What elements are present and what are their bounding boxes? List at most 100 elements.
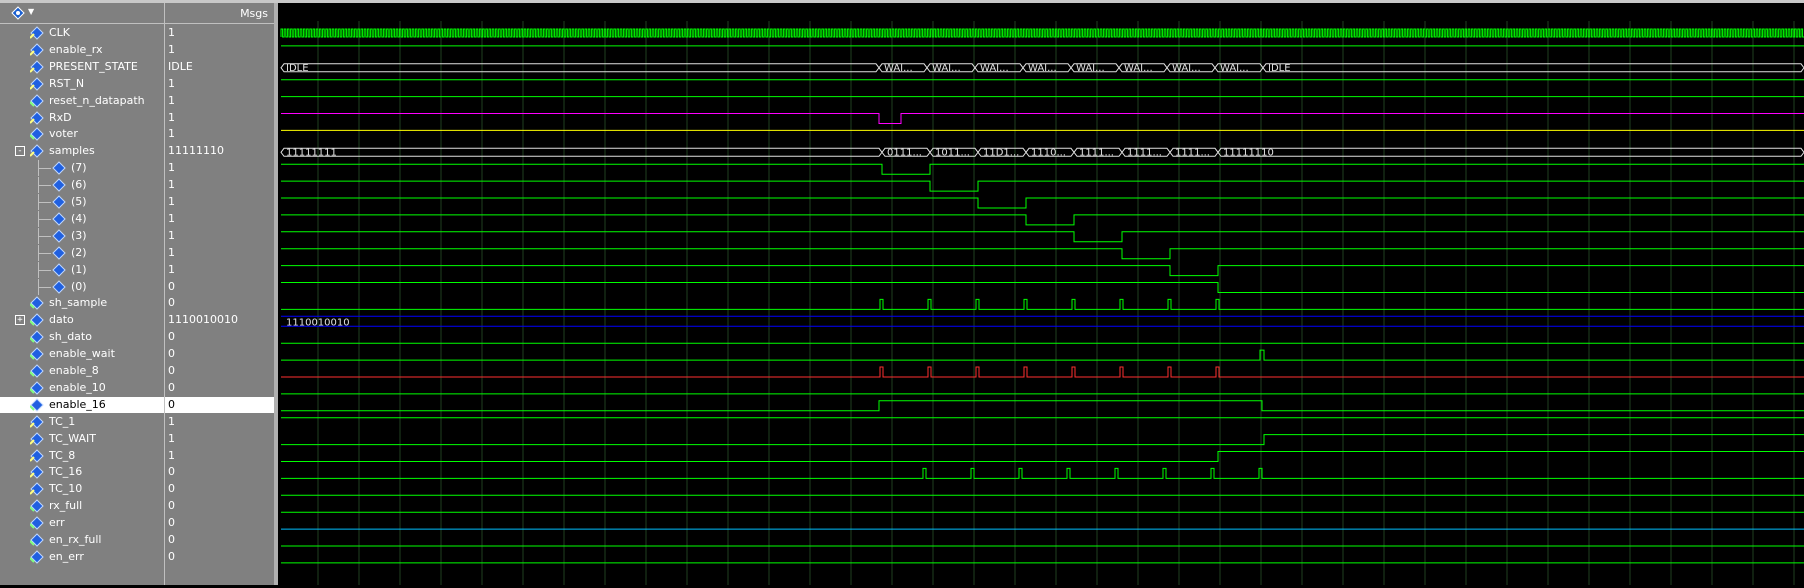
signal-value[interactable]: 0 (168, 533, 175, 546)
signal-row-rxd[interactable]: RxD (0, 110, 164, 126)
state-label: WAI... (980, 63, 1009, 74)
samples-label: 1111... (1127, 147, 1162, 158)
signal-value[interactable]: 0 (168, 516, 175, 530)
expand-icon[interactable]: + (15, 315, 25, 326)
signal-row-tc_10[interactable]: TC_10 (0, 481, 164, 497)
signal-row-voter[interactable]: voter (0, 126, 164, 142)
sample-bit-wave (281, 282, 1804, 293)
signal-value[interactable]: 1 (168, 414, 175, 428)
signal-value[interactable]: 1110010010 (168, 313, 238, 327)
signal-value[interactable]: 0 (168, 465, 175, 479)
waveform-tool-icon[interactable] (10, 6, 26, 20)
signal-name-label: enable_10 (49, 380, 106, 394)
enable-wait-wave (281, 349, 1804, 361)
signal-row-bit3bit[interactable]: (3) (0, 227, 164, 244)
signal-row-en_rx_full[interactable]: en_rx_full (0, 532, 164, 548)
signal-row-enable_16[interactable]: enable_16 (0, 396, 164, 413)
signal-value[interactable]: 1 (168, 245, 175, 259)
state-label: IDLE (286, 63, 309, 74)
signal-name-label: (5) (71, 195, 87, 208)
signal-out-icon (29, 347, 44, 361)
signal-out-icon (29, 550, 44, 564)
samples-label: 1111... (1079, 147, 1114, 158)
signal-value[interactable]: 1 (168, 76, 175, 90)
msgs-label: Msgs (240, 7, 268, 20)
signal-row-tc_16[interactable]: TC_16 (0, 464, 164, 480)
waveform-pane[interactable]: IDLE WAI... WAI... WAI... WAI... WAI... WAI...… (278, 3, 1804, 585)
signal-value[interactable]: 0 (168, 364, 175, 377)
signal-sub-icon (52, 212, 66, 226)
signal-value[interactable]: 1 (168, 110, 175, 124)
state-segment (1262, 63, 1804, 73)
signal-row-tc_wait[interactable]: TC_WAIT (0, 431, 164, 447)
samples-label: 11111111 (286, 147, 337, 158)
signal-row-rx_full[interactable]: rx_full (0, 498, 164, 514)
signal-value[interactable]: 1 (168, 26, 175, 39)
signal-row-tc_1[interactable]: TC_1 (0, 414, 164, 430)
signal-value[interactable]: 1 (168, 42, 175, 56)
tree-connector (38, 227, 53, 244)
signal-value[interactable]: 0 (168, 549, 175, 563)
signal-name-label: (2) (71, 245, 87, 259)
signal-row-enable_8[interactable]: enable_8 (0, 363, 164, 379)
signal-row-bit4bit[interactable]: (4) (0, 210, 164, 227)
signal-row-tc_8[interactable]: TC_8 (0, 448, 164, 464)
signal-value[interactable]: IDLE (168, 59, 193, 73)
waveform-canvas[interactable]: IDLE WAI... WAI... WAI... WAI... WAI... WAI...… (278, 3, 1804, 585)
signal-value[interactable]: 0 (165, 396, 274, 413)
sh-sample-wave (281, 298, 1804, 310)
signal-row-samples[interactable]: - samples (0, 143, 164, 159)
signal-value[interactable]: 1 (168, 448, 175, 462)
signal-row-bit6bit[interactable]: (6) (0, 177, 164, 194)
collapse-icon[interactable]: - (15, 146, 25, 157)
signal-value[interactable]: 0 (168, 499, 175, 513)
signal-row-bit1bit[interactable]: (1) (0, 261, 164, 278)
signal-value[interactable]: 0 (168, 296, 175, 310)
signal-row-enable_rx[interactable]: enable_rx (0, 42, 164, 58)
signal-name-label: en_err (49, 549, 84, 563)
signal-row-err[interactable]: err (0, 515, 164, 531)
signal-value[interactable]: 1 (168, 127, 175, 141)
signal-value[interactable]: 0 (168, 380, 175, 394)
signal-value[interactable]: 0 (168, 330, 175, 344)
signal-row-bit5bit[interactable]: (5) (0, 194, 164, 210)
signal-row-en_err[interactable]: en_err (0, 549, 164, 565)
signal-names-pane[interactable]: ▼ CLK enable_rx PRESENT_STATE RST_N reset_n_… (0, 3, 165, 585)
signal-value[interactable]: 1 (168, 262, 175, 276)
signal-in-icon (29, 465, 44, 480)
signal-value[interactable]: 1 (168, 431, 175, 445)
signal-value[interactable]: 11111110 (168, 144, 224, 158)
chevron-down-icon[interactable]: ▼ (28, 7, 35, 16)
signal-value[interactable]: 1 (168, 178, 175, 192)
state-label: WAI... (1220, 63, 1249, 74)
signal-name-label: TC_10 (49, 482, 83, 496)
signal-row-clk[interactable]: CLK (0, 25, 164, 41)
signal-value[interactable]: 1 (168, 93, 175, 107)
signal-row-present_state[interactable]: PRESENT_STATE (0, 59, 164, 75)
signal-row-bit7bit[interactable]: (7) (0, 160, 164, 177)
signal-row-sh_sample[interactable]: sh_sample (0, 295, 164, 311)
signal-row-sh_dato[interactable]: sh_dato (0, 329, 164, 345)
signal-row-reset_n_datapath[interactable]: reset_n_datapath (0, 93, 164, 109)
signal-row-enable_wait[interactable]: enable_wait (0, 346, 164, 362)
signal-value[interactable]: 0 (168, 482, 175, 496)
signal-value[interactable]: 0 (168, 347, 175, 361)
signal-row-bit2bit[interactable]: (2) (0, 244, 164, 261)
signal-value[interactable]: 0 (168, 279, 175, 293)
signal-value[interactable]: 1 (168, 195, 175, 208)
signal-value[interactable]: 1 (168, 161, 175, 175)
signal-row-dato[interactable]: + dato (0, 312, 164, 328)
signal-name-label: TC_16 (49, 465, 83, 479)
samples-label: 0111... (887, 147, 922, 158)
sample-bit-wave (281, 231, 1804, 243)
signal-row-enable_10[interactable]: enable_10 (0, 380, 164, 396)
signal-name-label: (6) (71, 178, 87, 192)
signal-row-rst_n[interactable]: RST_N (0, 76, 164, 92)
signal-values-pane[interactable]: Msgs 1 1 IDLE 1 1 1 1 11111110 1 1 1 1 1 1 1 0 0 11100100… (165, 3, 275, 585)
signal-value[interactable]: 1 (168, 211, 175, 225)
pane-splitter[interactable] (274, 3, 278, 585)
signal-sub-icon (52, 245, 66, 260)
signal-value[interactable]: 1 (168, 228, 175, 242)
tree-connector (38, 278, 53, 295)
signal-row-bit0bit[interactable]: (0) (0, 278, 164, 295)
